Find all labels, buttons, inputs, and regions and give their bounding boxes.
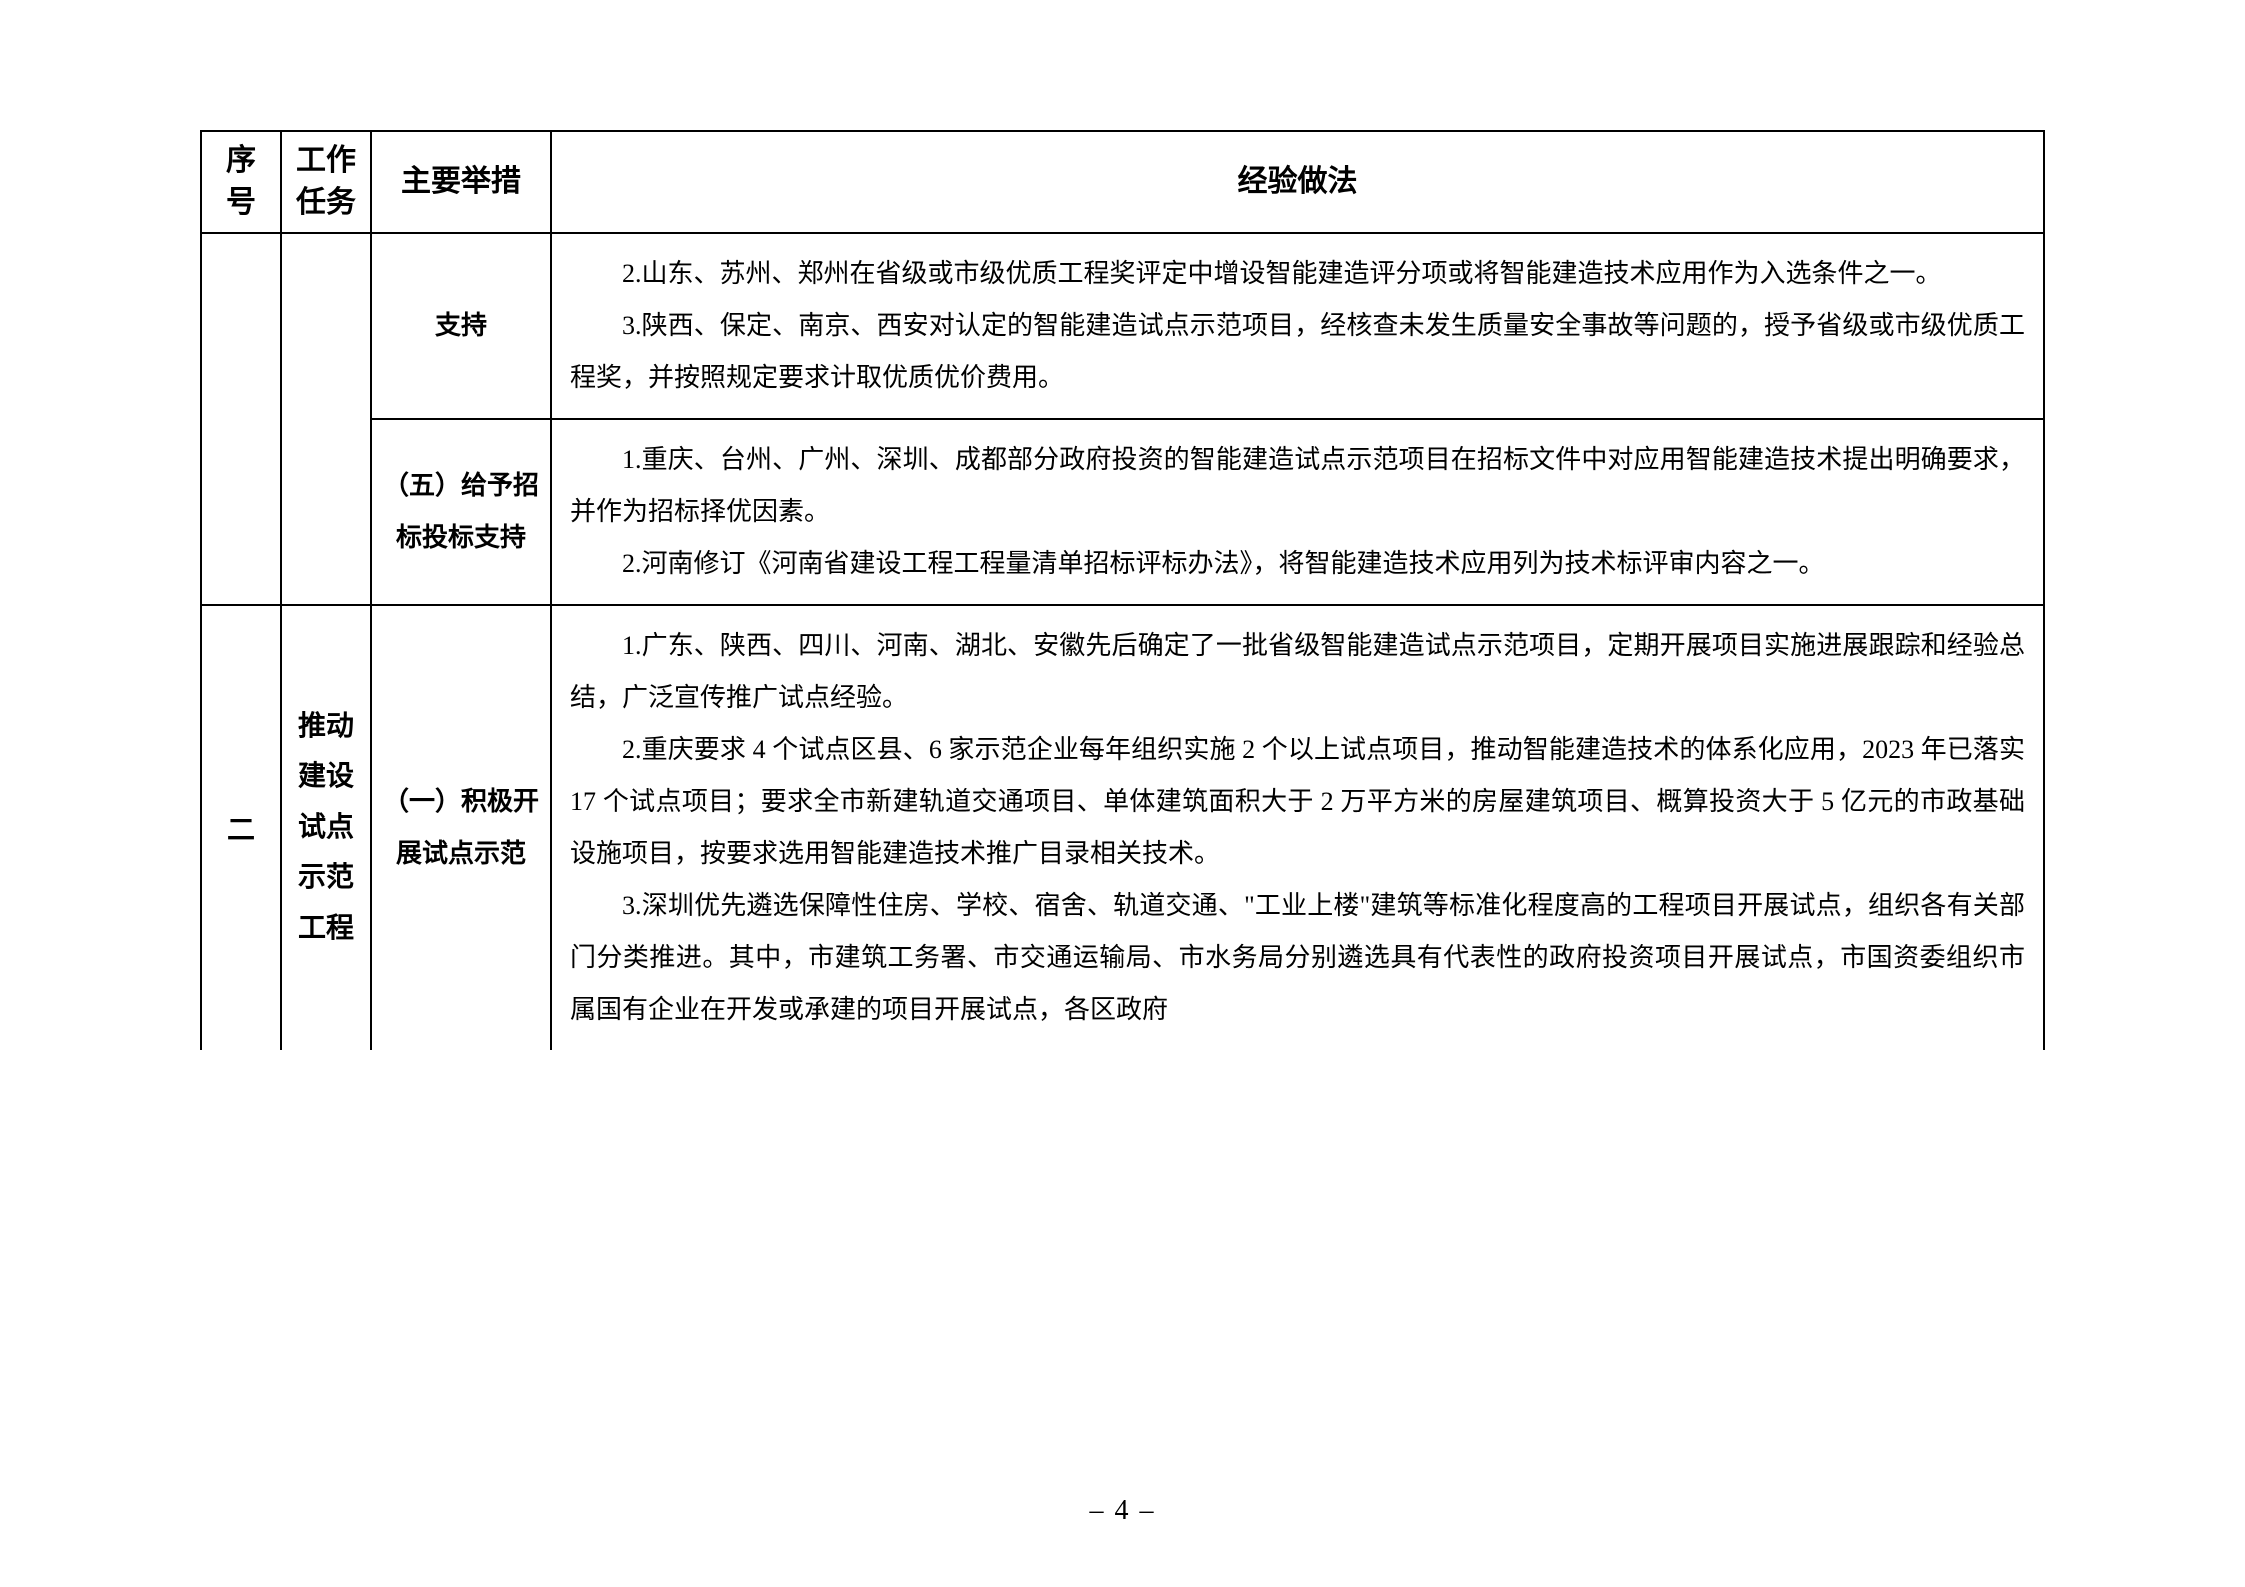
- policy-table: 序号 工作任务 主要举措 经验做法 支持 2.山东、苏州、郑州在省级或市级优质工…: [200, 130, 2045, 1050]
- table-row: （五）给予招标投标支持 1.重庆、台州、广州、深圳、成都部分政府投资的智能建造试…: [201, 419, 2044, 605]
- header-measure: 主要举措: [371, 131, 551, 233]
- measure-cell-3: （一）积极开展试点示范: [371, 605, 551, 1050]
- seq-cell-1: [201, 233, 281, 605]
- exp-cell-2: 1.重庆、台州、广州、深圳、成都部分政府投资的智能建造试点示范项目在招标文件中对…: [551, 419, 2044, 605]
- exp-paragraph: 1.广东、陕西、四川、河南、湖北、安徽先后确定了一批省级智能建造试点示范项目，定…: [570, 620, 2025, 724]
- measure-cell-1: 支持: [371, 233, 551, 419]
- exp-paragraph: 2.河南修订《河南省建设工程工程量清单招标评标办法》，将智能建造技术应用列为技术…: [570, 538, 2025, 590]
- exp-paragraph: 1.重庆、台州、广州、深圳、成都部分政府投资的智能建造试点示范项目在招标文件中对…: [570, 434, 2025, 538]
- table-header-row: 序号 工作任务 主要举措 经验做法: [201, 131, 2044, 233]
- exp-paragraph: 2.重庆要求 4 个试点区县、6 家示范企业每年组织实施 2 个以上试点项目，推…: [570, 724, 2025, 880]
- task-cell-1: [281, 233, 371, 605]
- header-task: 工作任务: [281, 131, 371, 233]
- table-row: 二 推动建设试点示范工程 （一）积极开展试点示范 1.广东、陕西、四川、河南、湖…: [201, 605, 2044, 1050]
- table-row: 支持 2.山东、苏州、郑州在省级或市级优质工程奖评定中增设智能建造评分项或将智能…: [201, 233, 2044, 419]
- seq-cell-2: 二: [201, 605, 281, 1050]
- task-cell-2: 推动建设试点示范工程: [281, 605, 371, 1050]
- measure-cell-2: （五）给予招标投标支持: [371, 419, 551, 605]
- page-number: – 4 –: [1090, 1495, 1156, 1527]
- exp-cell-3: 1.广东、陕西、四川、河南、湖北、安徽先后确定了一批省级智能建造试点示范项目，定…: [551, 605, 2044, 1050]
- exp-paragraph: 3.陕西、保定、南京、西安对认定的智能建造试点示范项目，经核查未发生质量安全事故…: [570, 300, 2025, 404]
- exp-cell-1: 2.山东、苏州、郑州在省级或市级优质工程奖评定中增设智能建造评分项或将智能建造技…: [551, 233, 2044, 419]
- exp-paragraph: 2.山东、苏州、郑州在省级或市级优质工程奖评定中增设智能建造评分项或将智能建造技…: [570, 248, 2025, 300]
- header-experience: 经验做法: [551, 131, 2044, 233]
- header-seq: 序号: [201, 131, 281, 233]
- exp-paragraph: 3.深圳优先遴选保障性住房、学校、宿舍、轨道交通、"工业上楼"建筑等标准化程度高…: [570, 880, 2025, 1036]
